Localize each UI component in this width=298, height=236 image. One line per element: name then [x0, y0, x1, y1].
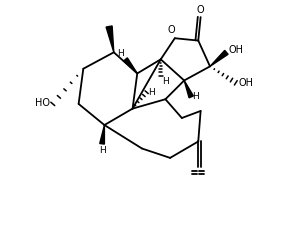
Text: O: O — [197, 5, 204, 15]
Text: H: H — [148, 88, 155, 97]
Text: H: H — [99, 146, 105, 155]
Text: H: H — [162, 77, 169, 86]
Polygon shape — [210, 50, 228, 66]
Text: OH: OH — [238, 78, 253, 88]
Text: HO: HO — [35, 98, 50, 108]
Polygon shape — [184, 80, 193, 98]
Text: H: H — [118, 49, 124, 58]
Polygon shape — [106, 26, 114, 52]
Polygon shape — [100, 125, 104, 144]
Text: O: O — [167, 25, 175, 35]
Text: H: H — [193, 92, 199, 101]
Text: OH: OH — [229, 45, 244, 55]
Polygon shape — [124, 58, 137, 73]
